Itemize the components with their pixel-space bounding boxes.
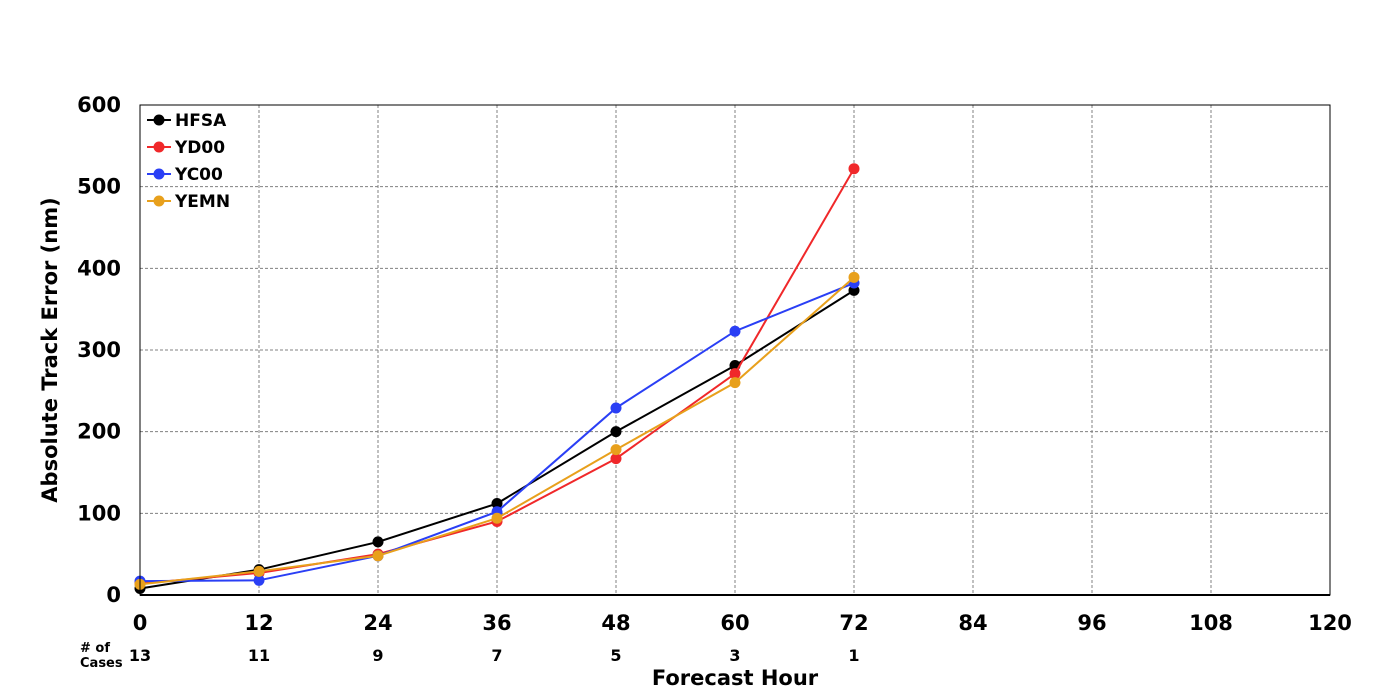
data-point xyxy=(729,368,741,380)
legend-label: YC00 xyxy=(174,165,223,185)
case-count: 3 xyxy=(729,646,740,665)
data-point xyxy=(253,574,265,586)
series-yc00 xyxy=(134,277,860,587)
data-point xyxy=(848,271,860,283)
cases-label: # of Cases xyxy=(80,641,123,671)
y-tick-labels: 0 100 200 300 400 500 600 xyxy=(77,93,121,607)
data-point xyxy=(610,453,622,465)
case-count: 5 xyxy=(610,646,621,665)
x-tick-label: 12 xyxy=(244,611,273,635)
data-point xyxy=(491,512,503,524)
legend-label: YD00 xyxy=(174,138,225,158)
data-point xyxy=(491,498,503,510)
cases-row: # of Cases 13 11 9 7 5 3 1 xyxy=(80,641,860,671)
legend-swatch-marker xyxy=(153,114,165,126)
x-axis-label: Forecast Hour xyxy=(652,666,819,690)
y-tick-label: 400 xyxy=(77,256,121,280)
y-tick-label: 100 xyxy=(77,501,121,525)
data-point xyxy=(372,550,384,562)
grid-lines xyxy=(140,105,1330,595)
legend-swatch-marker xyxy=(153,141,165,153)
legend-item-yc00: YC00 xyxy=(147,165,223,185)
case-count: 7 xyxy=(491,646,502,665)
x-tick-label: 48 xyxy=(601,611,630,635)
data-point xyxy=(610,426,622,438)
case-count: 1 xyxy=(848,646,859,665)
series-layer xyxy=(134,163,860,594)
data-point xyxy=(848,163,860,175)
data-point xyxy=(253,565,265,577)
x-tick-label: 120 xyxy=(1308,611,1352,635)
legend-swatch-marker xyxy=(153,168,165,180)
case-count: 13 xyxy=(129,646,151,665)
y-tick-label: 500 xyxy=(77,175,121,199)
legend-label: HFSA xyxy=(175,111,227,131)
x-tick-labels: 0 12 24 36 48 60 72 84 96 108 120 xyxy=(133,611,1352,635)
y-axis-label: Absolute Track Error (nm) xyxy=(38,197,62,502)
x-tick-label: 108 xyxy=(1189,611,1233,635)
data-point xyxy=(729,377,741,389)
y-tick-label: 0 xyxy=(106,583,121,607)
x-tick-label: 36 xyxy=(482,611,511,635)
y-tick-label: 600 xyxy=(77,93,121,117)
data-point xyxy=(610,402,622,414)
y-tick-label: 300 xyxy=(77,338,121,362)
legend-item-hfsa: HFSA xyxy=(147,111,227,131)
x-tick-label: 72 xyxy=(839,611,868,635)
x-tick-label: 84 xyxy=(958,611,987,635)
legend-label: YEMN xyxy=(174,192,230,212)
x-tick-label: 24 xyxy=(363,611,392,635)
x-tick-label: 60 xyxy=(720,611,749,635)
x-tick-label: 0 xyxy=(133,611,148,635)
legend-item-yd00: YD00 xyxy=(147,138,225,158)
data-point xyxy=(729,325,741,337)
data-point xyxy=(372,536,384,548)
legend-swatch-marker xyxy=(153,195,165,207)
data-point xyxy=(610,444,622,456)
y-tick-label: 200 xyxy=(77,420,121,444)
cases-label-line: Cases xyxy=(80,656,123,671)
series-yemn xyxy=(134,271,860,590)
legend: HFSA YD00 YC00 YEMN xyxy=(147,111,230,212)
case-count: 11 xyxy=(248,646,270,665)
case-count: 9 xyxy=(372,646,383,665)
cases-label-line: # of xyxy=(80,641,110,656)
x-tick-label: 96 xyxy=(1077,611,1106,635)
legend-item-yemn: YEMN xyxy=(147,192,230,212)
